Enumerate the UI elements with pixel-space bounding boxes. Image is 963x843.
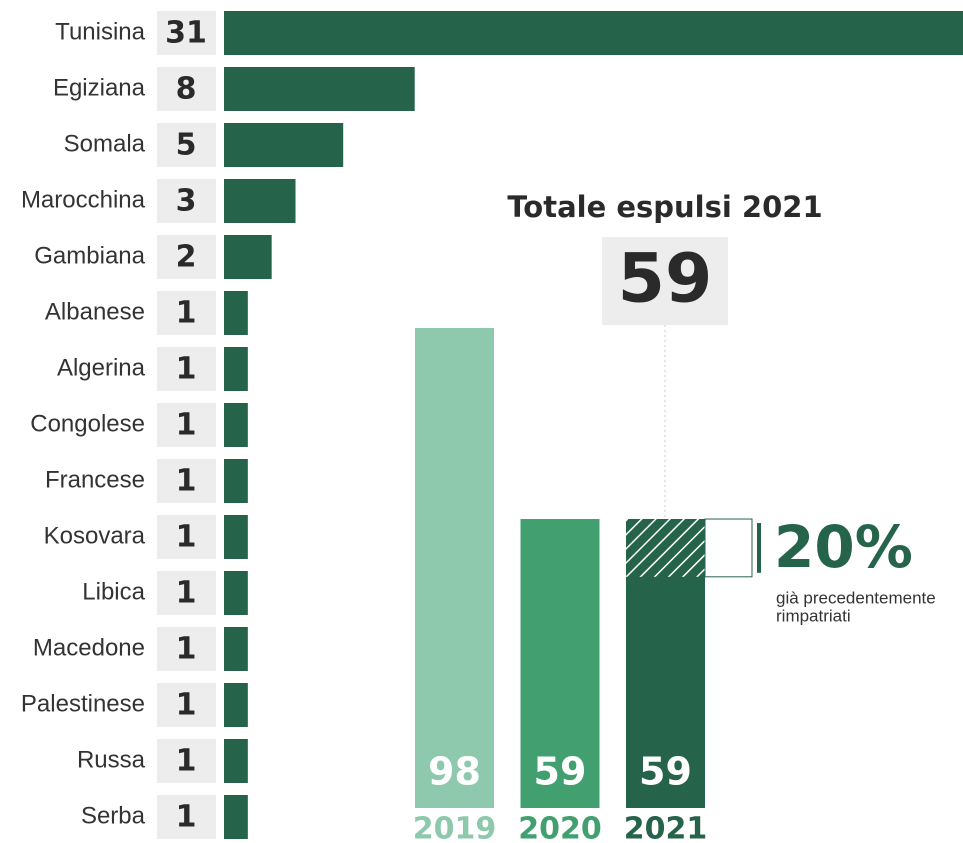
bar (224, 291, 248, 335)
value-label: 3 (176, 184, 197, 219)
value-label: 1 (176, 464, 197, 499)
value-label: 8 (176, 72, 197, 107)
total-value: 59 (618, 240, 713, 319)
bar (224, 235, 272, 279)
value-label: 1 (176, 352, 197, 387)
bar (224, 67, 415, 111)
bar (224, 123, 344, 167)
share-label: 20% (774, 513, 913, 581)
value-box (157, 67, 216, 111)
value-label: 98 (428, 750, 481, 794)
share-note: rimpatriati (776, 607, 851, 626)
bar (224, 683, 248, 727)
value-label: 1 (176, 632, 197, 667)
category-label: Albanese (45, 298, 145, 325)
value-label: 5 (176, 128, 197, 163)
value-box (157, 403, 216, 447)
value-label: 1 (176, 408, 197, 443)
value-box (157, 627, 216, 671)
value-label: 1 (176, 576, 197, 611)
bar (415, 328, 494, 808)
value-box (157, 291, 216, 335)
value-label: 59 (534, 750, 587, 794)
bar (224, 739, 248, 783)
bar (224, 459, 248, 503)
category-label: Egiziana (53, 74, 146, 101)
share-tick (757, 523, 761, 573)
value-box (157, 571, 216, 615)
value-label: 1 (176, 800, 197, 835)
bar (520, 519, 600, 808)
value-box (157, 347, 216, 391)
total-box (602, 237, 728, 325)
bar (224, 571, 248, 615)
category-label: Gambiana (34, 242, 145, 269)
bar (224, 179, 296, 223)
bar (224, 347, 248, 391)
value-box (157, 459, 216, 503)
category-label: Marocchina (21, 186, 146, 213)
bar (224, 795, 248, 839)
share-hatch (626, 519, 705, 577)
value-box (157, 11, 216, 55)
category-label: Somala (64, 130, 146, 157)
category-label: Libica (82, 578, 145, 605)
value-label: 2 (176, 240, 197, 275)
bar (224, 515, 248, 559)
category-label: Francese (45, 466, 145, 493)
category-label: Algerina (57, 354, 146, 381)
category-label: Serba (81, 802, 146, 829)
value-box (157, 179, 216, 223)
bar (224, 403, 248, 447)
category-label: Macedone (33, 634, 145, 661)
value-box (157, 795, 216, 839)
value-box (157, 123, 216, 167)
category-label: Kosovara (44, 522, 146, 549)
share-note: già precedentemente (776, 589, 936, 608)
value-label: 1 (176, 744, 197, 779)
value-label: 1 (176, 688, 197, 723)
value-box (157, 683, 216, 727)
category-label: Tunisina (55, 18, 145, 45)
category-label: Russa (77, 746, 146, 773)
total-title: Totale espulsi 2021 (507, 190, 822, 224)
value-box (157, 515, 216, 559)
year-label: 2020 (518, 812, 602, 843)
bar (224, 627, 248, 671)
bar (224, 11, 963, 55)
value-label: 1 (176, 296, 197, 331)
year-label: 2021 (624, 812, 708, 843)
value-label: 1 (176, 520, 197, 555)
category-label: Palestinese (21, 690, 145, 717)
value-box (157, 235, 216, 279)
value-box (157, 739, 216, 783)
year-label: 2019 (413, 812, 497, 843)
share-box (704, 518, 753, 578)
value-label: 59 (639, 750, 692, 794)
category-label: Congolese (30, 410, 145, 437)
value-label: 31 (165, 16, 207, 51)
